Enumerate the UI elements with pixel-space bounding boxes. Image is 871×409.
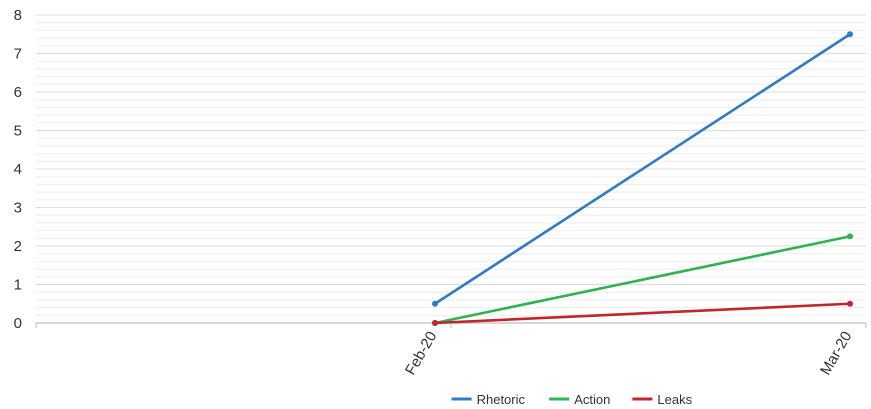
- y-tick-label: 8: [14, 7, 22, 24]
- data-point-leaks: [432, 320, 438, 326]
- y-axis-ticks: 0 1 2 3 4 5 6 7 8: [14, 7, 22, 332]
- legend: Rhetoric Action Leaks: [451, 392, 693, 407]
- legend-label-rhetoric: Rhetoric: [477, 392, 526, 407]
- gridlines: [36, 14, 866, 324]
- x-tick-label: Mar-20: [817, 329, 855, 379]
- legend-label-leaks: Leaks: [657, 392, 692, 407]
- y-tick-label: 0: [14, 315, 22, 332]
- y-tick-label: 6: [14, 84, 22, 101]
- y-tick-label: 3: [14, 200, 22, 217]
- y-tick-label: 2: [14, 238, 22, 255]
- data-point-rhetoric: [847, 31, 853, 38]
- data-point-action: [847, 233, 853, 240]
- legend-label-action: Action: [574, 392, 610, 407]
- x-axis-ticks: Feb-20 Mar-20: [402, 329, 855, 379]
- y-tick-label: 1: [14, 277, 22, 294]
- series-line-leaks: [433, 302, 852, 325]
- data-point-leaks: [847, 300, 853, 307]
- series-lines: [432, 31, 853, 326]
- axes: [35, 322, 867, 328]
- y-tick-label: 5: [14, 123, 22, 140]
- y-tick-label: 4: [14, 161, 22, 178]
- series-line-rhetoric: [433, 32, 852, 306]
- data-point-rhetoric: [432, 300, 438, 307]
- y-tick-label: 7: [14, 46, 22, 63]
- series-line-action: [433, 235, 852, 325]
- x-tick-label: Feb-20: [402, 329, 440, 379]
